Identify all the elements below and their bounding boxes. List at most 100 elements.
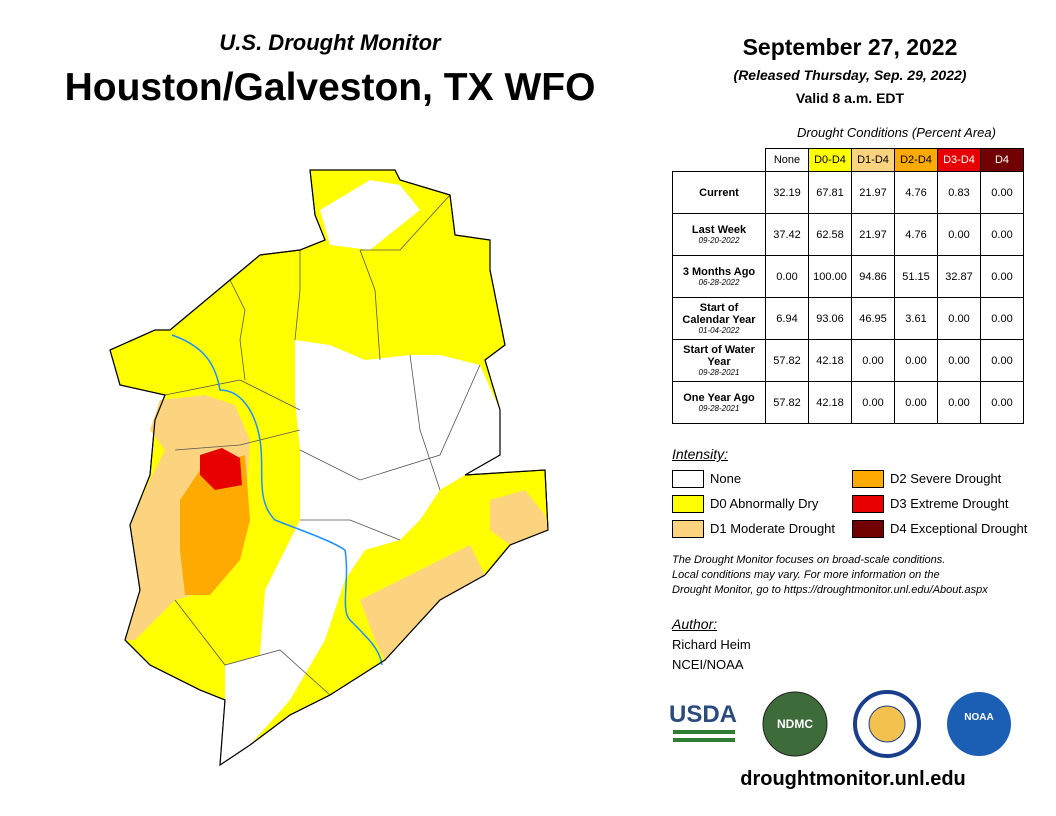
cell: 42.18 <box>808 381 852 424</box>
legend-label: D2 Severe Drought <box>890 471 1002 486</box>
region-d1 <box>490 490 548 545</box>
date: September 27, 2022 <box>742 34 958 60</box>
author-org: NCEI/NOAA <box>672 657 744 672</box>
legend-swatch <box>852 520 884 538</box>
row-label-text: Last Week <box>691 224 747 236</box>
table-caption: Drought Conditions (Percent Area) <box>797 125 996 140</box>
row-label: One Year Ago 09-28-2021 <box>672 381 766 424</box>
row-date: 09-28-2021 <box>698 368 740 377</box>
cell: 4.76 <box>894 213 938 256</box>
map <box>109 169 549 767</box>
cell: 0.00 <box>980 213 1024 256</box>
legend-swatch <box>672 470 704 488</box>
legend-swatch <box>852 495 884 513</box>
cell: 46.95 <box>851 297 895 340</box>
cell: 37.42 <box>765 213 809 256</box>
table-row: Last Week 09-20-2022 37.42 62.58 21.97 4.76 0.… <box>672 213 1024 256</box>
title: U.S. Drought Monitor <box>219 30 441 55</box>
valid: Valid 8 a.m. EDT <box>795 90 905 106</box>
row-label: Current <box>672 171 766 214</box>
region-d1 <box>360 545 485 660</box>
logos: USDA NDMC NOAA <box>669 690 1011 758</box>
legend-label: D0 Abnormally Dry <box>710 496 819 511</box>
cell: 57.82 <box>765 339 809 382</box>
legend-title: Intensity: <box>672 446 729 462</box>
legend-label: None <box>710 471 742 486</box>
author-label: Author: <box>672 616 718 632</box>
cell: 3.61 <box>894 297 938 340</box>
county-lines <box>164 194 481 696</box>
legend-label: D3 Extreme Drought <box>890 496 1009 511</box>
cell: 21.97 <box>851 171 895 214</box>
cell: 6.94 <box>765 297 809 340</box>
cell: 94.86 <box>851 255 895 298</box>
row-label-text: Current <box>699 186 739 199</box>
column-header: D2-D4 <box>894 148 938 172</box>
cell: 0.00 <box>937 213 981 256</box>
cell: 57.82 <box>765 381 809 424</box>
logo-ndmc <box>762 691 828 757</box>
table-row: Start of Calendar Year 01-04-2022 6.94 93.0… <box>672 297 1024 340</box>
row-label: Start of Water Year 09-28-2021 <box>672 339 766 382</box>
note-line: Drought Monitor, go to https://droughtmo… <box>672 584 988 596</box>
cell: 0.00 <box>980 339 1024 382</box>
subtitle: Houston/Galveston, TX WFO <box>64 66 596 109</box>
row-label: 3 Months Ago 06-28-2022 <box>672 255 766 298</box>
cell: 0.00 <box>980 381 1024 424</box>
cell: 0.00 <box>937 381 981 424</box>
cell: 93.06 <box>808 297 852 340</box>
note-line: Local conditions may vary. For more info… <box>672 569 940 581</box>
legend-swatch <box>852 470 884 488</box>
region-none <box>320 180 420 250</box>
region-d3 <box>200 448 242 490</box>
logo-noaa <box>947 692 1011 756</box>
logo-ndmc-text: NDMC <box>777 717 813 731</box>
header-row: None D0-D4 D1-D4 D2-D4 D3-D4 D4 <box>673 148 1024 172</box>
column-header: D4 <box>980 148 1024 172</box>
note: The Drought Monitor focuses on broad-sca… <box>672 553 988 598</box>
cell: 0.83 <box>937 171 981 214</box>
legend-label: D1 Moderate Drought <box>710 521 836 536</box>
stats-table: None D0-D4 D1-D4 D2-D4 D3-D4 D4 Current 32.19 67… <box>672 148 1024 424</box>
legend-swatch <box>672 495 704 513</box>
cell: 0.00 <box>980 171 1024 214</box>
cell: 42.18 <box>808 339 852 382</box>
cell: 21.97 <box>851 213 895 256</box>
row-label-text: 3 Months Ago <box>682 266 756 278</box>
cell: 0.00 <box>980 297 1024 340</box>
logo-usda: USDA <box>669 701 737 728</box>
table-row: 3 Months Ago 06-28-2022 0.00 100.00 94.86 51.… <box>672 255 1024 298</box>
cell: 0.00 <box>894 381 938 424</box>
cell: 0.00 <box>937 297 981 340</box>
logo-seal-inner <box>868 705 906 743</box>
river <box>171 334 383 666</box>
table-row: One Year Ago 09-28-2021 57.82 42.18 0.00 0.00… <box>672 381 1024 424</box>
row-label-text: Start of Calendar Year <box>682 302 756 326</box>
cell: 0.00 <box>851 339 895 382</box>
row-date: 06-28-2022 <box>698 278 740 287</box>
row-date: 09-28-2021 <box>698 404 740 413</box>
corner <box>673 149 766 172</box>
cell: 32.19 <box>765 171 809 214</box>
cell: 0.00 <box>894 339 938 382</box>
cell: 0.00 <box>765 255 809 298</box>
column-header: None <box>765 148 809 172</box>
cell: 51.15 <box>894 255 938 298</box>
legend-label: D4 Exceptional Drought <box>890 521 1028 536</box>
cell: 100.00 <box>808 255 852 298</box>
url: droughtmonitor.unl.edu <box>740 768 966 790</box>
cell: 4.76 <box>894 171 938 214</box>
table-row: Current 32.19 67.81 21.97 4.76 0.83 0.00 <box>672 171 1024 214</box>
author-name: Richard Heim <box>672 637 751 652</box>
row-date: 09-20-2022 <box>698 236 740 245</box>
row-label: Last Week 09-20-2022 <box>672 213 766 256</box>
cell: 0.00 <box>937 339 981 382</box>
cell: 67.81 <box>808 171 852 214</box>
logo-noaa-text: NOAA <box>964 712 993 723</box>
row-label-text: Start of Water Year <box>683 344 755 368</box>
region-d2 <box>180 455 250 595</box>
cell: 0.00 <box>851 381 895 424</box>
row-date: 01-04-2022 <box>698 326 740 335</box>
cell: 32.87 <box>937 255 981 298</box>
